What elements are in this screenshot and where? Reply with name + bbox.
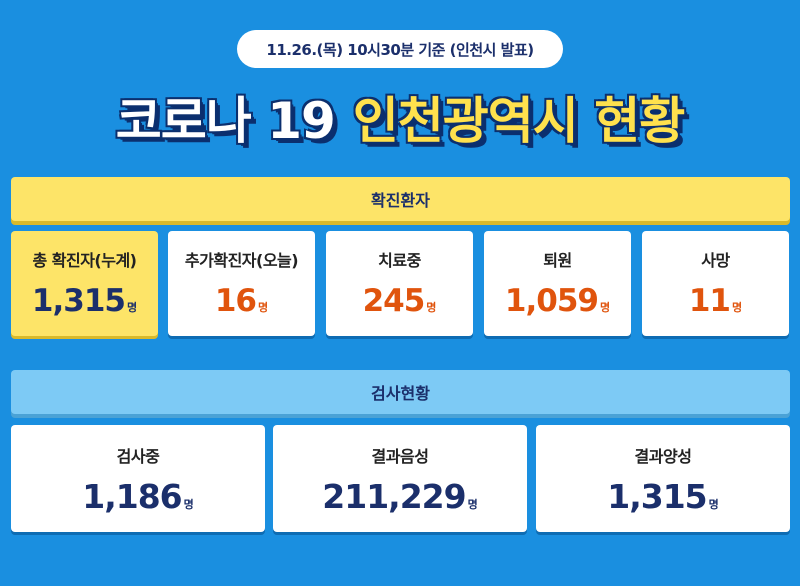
card-label: 추가확진자(오늘) <box>184 251 299 270</box>
card-label: 결과양성 <box>634 447 692 466</box>
card-label: 검사중 <box>116 447 160 466</box>
new-confirmed-card: 추가확진자(오늘) 16 명 <box>168 231 315 336</box>
card-unit: 명 <box>126 301 138 314</box>
title-covid: 코로나 19 <box>115 92 336 150</box>
card-label: 사망 <box>701 251 730 270</box>
card-unit: 명 <box>708 498 719 511</box>
testing-card: 검사중 1,186 명 <box>11 425 265 532</box>
card-label: 결과음성 <box>371 447 429 466</box>
card-value: 1,315 <box>607 477 707 516</box>
card-label: 퇴원 <box>543 251 572 270</box>
card-unit: 명 <box>426 301 437 314</box>
card-unit: 명 <box>183 498 194 511</box>
title-region: 인천광역시 현황 <box>352 92 685 150</box>
card-value: 211,229 <box>322 477 466 516</box>
card-unit: 명 <box>467 498 478 511</box>
card-unit: 명 <box>732 301 743 314</box>
negative-card: 결과음성 211,229 명 <box>273 425 527 532</box>
card-value: 11 <box>688 283 731 319</box>
tests-section-header: 검사현황 <box>11 370 790 414</box>
card-label: 치료중 <box>378 251 421 270</box>
card-unit: 명 <box>599 301 611 314</box>
card-value: 1,315 <box>31 283 126 319</box>
card-value: 1,059 <box>504 283 599 319</box>
confirmed-section-header: 확진환자 <box>11 177 790 221</box>
discharged-card: 퇴원 1,059 명 <box>484 231 631 336</box>
in-treatment-card: 치료중 245 명 <box>326 231 473 336</box>
card-value: 16 <box>214 283 257 319</box>
card-label: 총 확진자(누계) <box>32 251 137 270</box>
card-value: 1,186 <box>82 477 182 516</box>
card-unit: 명 <box>258 301 269 314</box>
positive-card: 결과양성 1,315 명 <box>536 425 790 532</box>
card-value: 245 <box>362 283 426 319</box>
date-notice: 11.26.(목) 10시30분 기준 (인천시 발표) <box>237 30 563 68</box>
page-title: 코로나 19 인천광역시 현황 <box>0 82 800 152</box>
deaths-card: 사망 11 명 <box>642 231 789 336</box>
total-confirmed-card: 총 확진자(누계) 1,315 명 <box>11 231 158 336</box>
